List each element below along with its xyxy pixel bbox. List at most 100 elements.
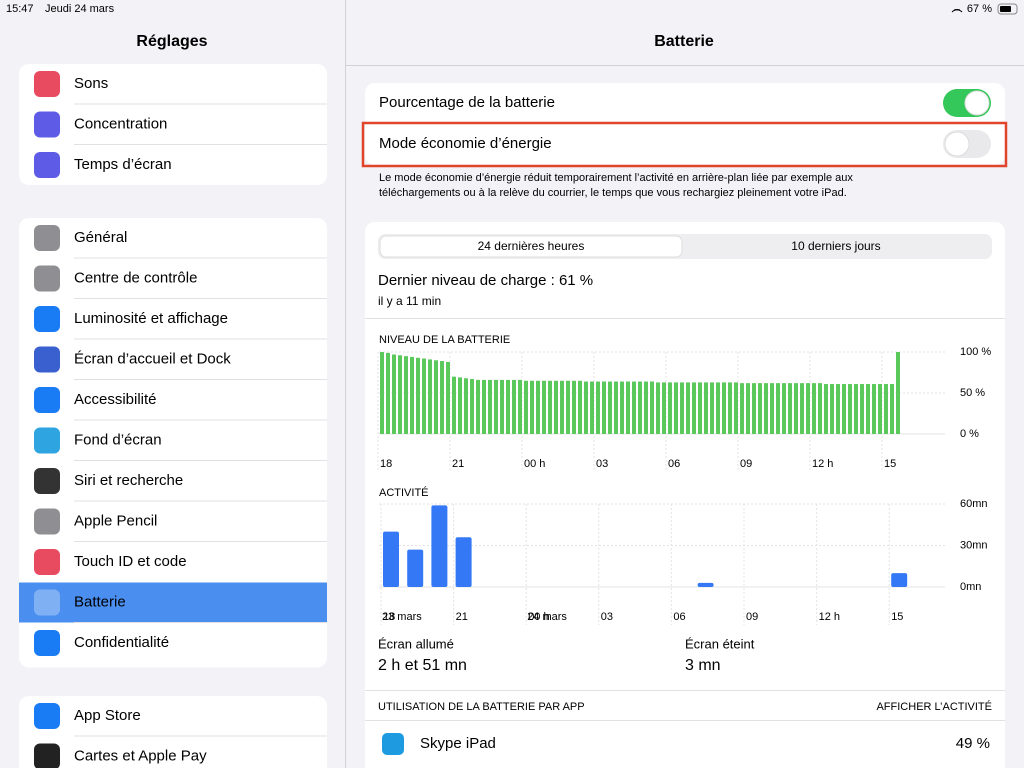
bar: [668, 382, 672, 434]
bar: [686, 382, 690, 434]
bar: [512, 379, 516, 434]
bar: [602, 381, 606, 434]
bar: [722, 382, 726, 434]
status-time: 15:47: [6, 3, 34, 15]
bar: [896, 352, 900, 434]
bar: [806, 383, 810, 434]
y-tick-label: 100 %: [960, 346, 991, 358]
bar: [578, 380, 582, 434]
settings-group: [19, 218, 327, 668]
row-icon: [34, 743, 60, 768]
bar: [428, 359, 432, 434]
settings-group: [19, 696, 327, 768]
x-tick-label: 15: [891, 611, 903, 623]
highlight-box: [361, 121, 1008, 168]
bar: [440, 361, 444, 434]
settings-row[interactable]: Confidentialité: [74, 634, 169, 651]
bar: [818, 383, 822, 434]
bar: [644, 381, 648, 434]
bar: [860, 383, 864, 434]
status-battery: 67 %: [967, 3, 992, 15]
usage-link[interactable]: AFFICHER L’ACTIVITÉ: [876, 700, 992, 713]
chart-title: NIVEAU DE LA BATTERIE: [379, 334, 510, 346]
settings-row[interactable]: Apple Pencil: [74, 512, 157, 529]
x-tick-label: 18: [380, 458, 392, 470]
row-icon: [34, 387, 60, 413]
bar: [464, 378, 468, 434]
bar: [830, 383, 834, 434]
row-icon: [34, 589, 60, 616]
x-tick-label: 12 h: [812, 458, 833, 470]
settings-row[interactable]: Siri et recherche: [74, 472, 183, 489]
bar: [891, 573, 908, 587]
bar: [824, 383, 828, 434]
settings-row[interactable]: Luminosité et affichage: [74, 310, 228, 327]
bar: [662, 382, 666, 434]
bar: [866, 383, 870, 434]
bar: [398, 355, 402, 434]
bar: [626, 381, 630, 434]
segment-option[interactable]: 24 dernières heures: [478, 239, 585, 253]
settings-row[interactable]: App Store: [74, 707, 141, 724]
bar: [542, 380, 546, 434]
bar: [596, 381, 600, 434]
bar: [548, 380, 552, 434]
battery-card: [365, 222, 1005, 768]
bar: [416, 357, 420, 434]
bar: [494, 379, 498, 434]
settings-row[interactable]: Accessibilité: [74, 391, 157, 408]
settings-row[interactable]: Concentration: [74, 115, 167, 132]
x-tick-label: 00 h: [524, 458, 545, 470]
bar: [758, 383, 762, 434]
bar: [482, 379, 486, 434]
screen-on-label: Écran allumé: [378, 636, 454, 651]
row-icon: [34, 306, 60, 332]
bar: [884, 383, 888, 434]
bar: [476, 379, 480, 434]
bar: [878, 383, 882, 434]
bar: [536, 380, 540, 434]
settings-row[interactable]: Fond d’écran: [74, 431, 162, 448]
bar: [752, 383, 756, 434]
chart-title: ACTIVITÉ: [379, 486, 429, 499]
settings-row[interactable]: Temps d’écran: [74, 156, 172, 173]
detail-title: Batterie: [654, 33, 714, 50]
bar: [836, 383, 840, 434]
row-icon: [34, 225, 60, 251]
bar: [848, 383, 852, 434]
bar: [800, 383, 804, 434]
row-icon: [34, 468, 60, 494]
segment-selected: [379, 235, 683, 258]
bar: [506, 379, 510, 434]
bar: [446, 361, 450, 434]
bar: [710, 382, 714, 434]
settings-row[interactable]: Centre de contrôle: [74, 269, 197, 286]
bar: [572, 380, 576, 434]
bar: [470, 379, 474, 434]
app-name[interactable]: Skype iPad: [420, 735, 496, 752]
bar: [794, 383, 798, 434]
segment-option[interactable]: 10 derniers jours: [791, 239, 880, 253]
bar: [764, 383, 768, 434]
note-text: téléchargements ou à la relève du courri…: [379, 187, 847, 199]
bar: [698, 382, 702, 434]
settings-row[interactable]: Sons: [74, 75, 108, 92]
row-icon: [34, 427, 60, 454]
settings-row[interactable]: Touch ID et code: [74, 553, 187, 570]
bar: [554, 380, 558, 434]
x-tick-label: 12 h: [819, 611, 840, 623]
settings-row[interactable]: Cartes et Apple Pay: [74, 747, 207, 764]
bar: [842, 383, 846, 434]
bar: [518, 379, 522, 434]
bar: [854, 383, 858, 434]
last-charge-time: il y a 11 min: [378, 294, 441, 308]
settings-row[interactable]: Batterie: [74, 593, 126, 610]
settings-row[interactable]: Général: [74, 229, 127, 246]
bar: [608, 381, 612, 434]
settings-row[interactable]: Écran d’accueil et Dock: [74, 350, 231, 367]
bar: [770, 383, 774, 434]
x-tick-label: 18: [383, 611, 395, 623]
bar: [455, 537, 472, 587]
status-date: Jeudi 24 mars: [45, 3, 115, 15]
